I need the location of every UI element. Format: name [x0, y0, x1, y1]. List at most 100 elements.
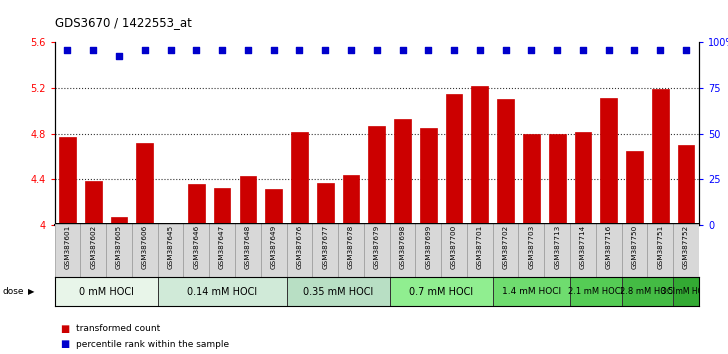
Bar: [467, 223, 493, 278]
Bar: [343, 175, 360, 225]
Text: 2.8 mM HOCl: 2.8 mM HOCl: [620, 287, 675, 296]
Text: GSM387700: GSM387700: [451, 225, 457, 269]
Point: [397, 48, 408, 53]
Text: GSM387751: GSM387751: [657, 225, 663, 269]
Bar: [55, 277, 158, 306]
Text: 0 mM HOCl: 0 mM HOCl: [79, 287, 133, 297]
Bar: [214, 188, 231, 225]
Text: percentile rank within the sample: percentile rank within the sample: [76, 340, 229, 349]
Point: [139, 48, 151, 53]
Bar: [85, 182, 102, 225]
Text: GSM387648: GSM387648: [245, 225, 251, 269]
Text: GSM387702: GSM387702: [502, 225, 509, 269]
Text: 3.5 mM HOCl: 3.5 mM HOCl: [661, 287, 711, 296]
Bar: [394, 119, 411, 225]
Bar: [493, 223, 518, 278]
Text: GSM387752: GSM387752: [683, 225, 689, 269]
Bar: [287, 277, 389, 306]
Bar: [158, 277, 287, 306]
Text: 0.35 mM HOCl: 0.35 mM HOCl: [303, 287, 373, 297]
Bar: [570, 277, 622, 306]
Text: GSM387649: GSM387649: [271, 225, 277, 269]
Point: [603, 48, 614, 53]
Text: GSM387699: GSM387699: [425, 225, 431, 269]
Point: [577, 48, 589, 53]
Bar: [59, 137, 76, 225]
Bar: [158, 223, 183, 278]
Point: [345, 48, 357, 53]
Bar: [312, 223, 338, 278]
Bar: [549, 134, 566, 225]
Text: GDS3670 / 1422553_at: GDS3670 / 1422553_at: [55, 16, 191, 29]
Text: GSM387703: GSM387703: [529, 225, 534, 269]
Bar: [364, 223, 389, 278]
Bar: [389, 277, 493, 306]
Text: GSM387677: GSM387677: [323, 225, 328, 269]
Point: [114, 53, 125, 59]
Bar: [136, 143, 153, 225]
Bar: [111, 217, 127, 225]
Point: [526, 48, 537, 53]
Bar: [523, 134, 539, 225]
Text: 0.14 mM HOCl: 0.14 mM HOCl: [187, 287, 257, 297]
Point: [293, 48, 305, 53]
Bar: [291, 132, 308, 225]
Text: GSM387605: GSM387605: [116, 225, 122, 269]
Text: GSM387701: GSM387701: [477, 225, 483, 269]
Bar: [545, 223, 570, 278]
Point: [165, 48, 176, 53]
Text: 1.4 mM HOCl: 1.4 mM HOCl: [502, 287, 561, 296]
Point: [629, 48, 641, 53]
Text: GSM387750: GSM387750: [631, 225, 638, 269]
Point: [87, 48, 99, 53]
Point: [474, 48, 486, 53]
Bar: [265, 189, 282, 225]
Bar: [574, 132, 591, 225]
Bar: [162, 224, 179, 225]
Bar: [622, 277, 673, 306]
Bar: [472, 86, 488, 225]
Bar: [446, 94, 462, 225]
Bar: [261, 223, 287, 278]
Point: [62, 48, 74, 53]
Point: [422, 48, 434, 53]
Bar: [622, 223, 647, 278]
Point: [191, 48, 202, 53]
Text: GSM387647: GSM387647: [219, 225, 225, 269]
Text: ■: ■: [60, 324, 69, 333]
Point: [654, 48, 666, 53]
Point: [551, 48, 563, 53]
Point: [499, 48, 511, 53]
Bar: [183, 223, 209, 278]
Bar: [389, 223, 416, 278]
Text: GSM387602: GSM387602: [90, 225, 96, 269]
Text: transformed count: transformed count: [76, 324, 160, 333]
Bar: [601, 98, 617, 225]
Bar: [678, 145, 695, 225]
Bar: [652, 89, 668, 225]
Bar: [132, 223, 158, 278]
Text: GSM387678: GSM387678: [348, 225, 354, 269]
Bar: [317, 183, 333, 225]
Bar: [647, 223, 673, 278]
Bar: [497, 99, 514, 225]
Bar: [570, 223, 596, 278]
Text: 2.1 mM HOCl: 2.1 mM HOCl: [569, 287, 623, 296]
Bar: [596, 223, 622, 278]
Text: GSM387679: GSM387679: [373, 225, 380, 269]
Bar: [368, 126, 385, 225]
Point: [371, 48, 383, 53]
Text: 0.7 mM HOCl: 0.7 mM HOCl: [409, 287, 473, 297]
Point: [216, 48, 228, 53]
Text: GSM387676: GSM387676: [296, 225, 302, 269]
Bar: [287, 223, 312, 278]
Bar: [416, 223, 441, 278]
Text: GSM387646: GSM387646: [194, 225, 199, 269]
Point: [680, 48, 692, 53]
Text: dose: dose: [2, 287, 24, 296]
Bar: [55, 223, 80, 278]
Bar: [209, 223, 235, 278]
Bar: [518, 223, 545, 278]
Bar: [80, 223, 106, 278]
Bar: [106, 223, 132, 278]
